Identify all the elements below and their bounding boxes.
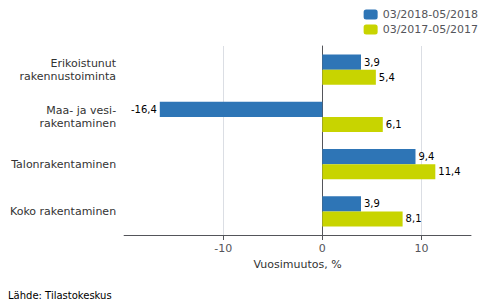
svg-text:-16,4: -16,4 (131, 104, 157, 115)
svg-text:Lähde: Tilastokeskus: Lähde: Tilastokeskus (8, 290, 112, 301)
svg-text:Erikoistunut: Erikoistunut (51, 57, 117, 70)
svg-text:Talonrakentaminen: Talonrakentaminen (10, 158, 116, 171)
svg-text:5,4: 5,4 (379, 72, 395, 83)
svg-text:Koko rakentaminen: Koko rakentaminen (10, 205, 116, 218)
svg-text:03/2017-05/2017: 03/2017-05/2017 (383, 23, 478, 36)
svg-text:3,9: 3,9 (364, 198, 380, 209)
svg-text:9,4: 9,4 (418, 151, 434, 162)
svg-text:3,9: 3,9 (364, 57, 380, 68)
svg-text:0: 0 (319, 242, 326, 255)
svg-text:Vuosimuutos, %: Vuosimuutos, % (253, 258, 341, 271)
svg-text:rakentaminen: rakentaminen (40, 117, 117, 130)
svg-text:11,4: 11,4 (438, 166, 460, 177)
svg-text:03/2018-05/2018: 03/2018-05/2018 (383, 8, 478, 21)
svg-text:-10: -10 (214, 242, 232, 255)
svg-text:rakennustoiminta: rakennustoiminta (20, 70, 117, 83)
svg-text:10: 10 (414, 242, 428, 255)
svg-text:Maa- ja vesi-: Maa- ja vesi- (46, 104, 116, 117)
svg-text:8,1: 8,1 (406, 213, 422, 224)
svg-text:6,1: 6,1 (386, 119, 402, 130)
